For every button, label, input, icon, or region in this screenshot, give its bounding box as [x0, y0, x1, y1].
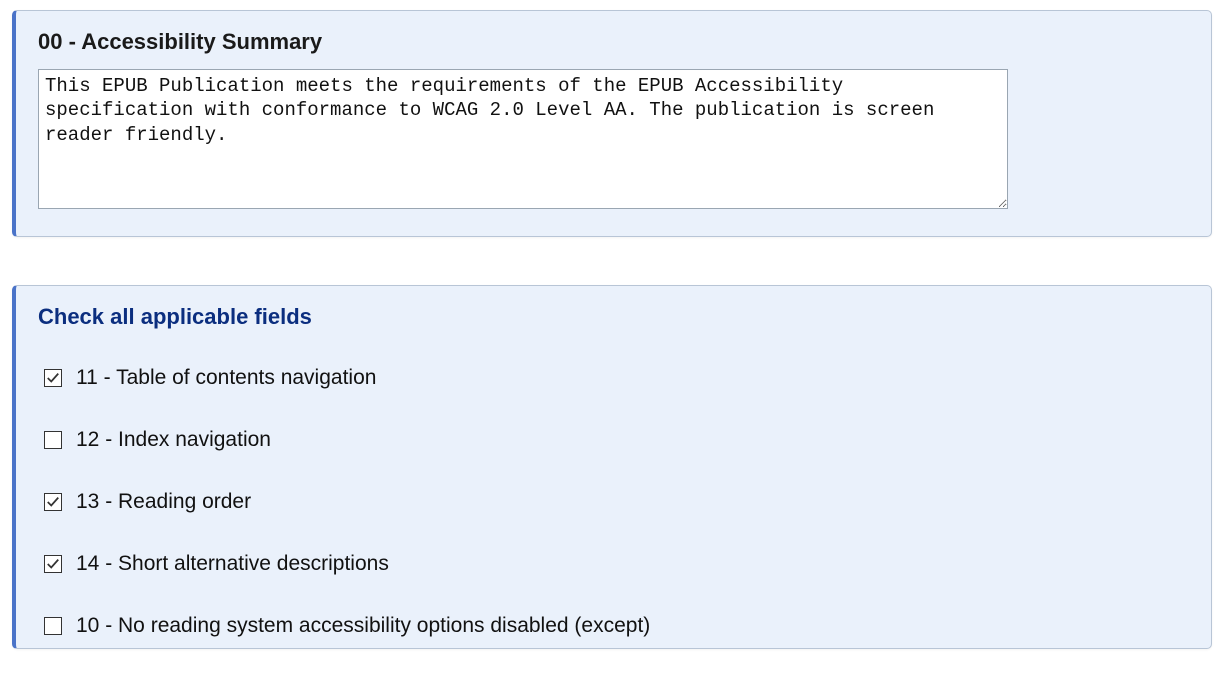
check-label[interactable]: 11 - Table of contents navigation [76, 366, 376, 390]
check-item: 14 - Short alternative descriptions [44, 552, 1189, 576]
checkbox[interactable] [44, 369, 62, 387]
check-label[interactable]: 12 - Index navigation [76, 428, 271, 452]
accessibility-summary-panel: 00 - Accessibility Summary [12, 10, 1212, 237]
check-label[interactable]: 14 - Short alternative descriptions [76, 552, 389, 576]
applicable-fields-list: 11 - Table of contents navigation 12 - In… [38, 366, 1189, 638]
checkbox[interactable] [44, 555, 62, 573]
check-item: 11 - Table of contents navigation [44, 366, 1189, 390]
check-label[interactable]: 13 - Reading order [76, 490, 251, 514]
accessibility-summary-textarea[interactable] [38, 69, 1008, 209]
check-label[interactable]: 10 - No reading system accessibility opt… [76, 614, 650, 638]
checkbox[interactable] [44, 431, 62, 449]
check-item: 12 - Index navigation [44, 428, 1189, 452]
applicable-fields-panel: Check all applicable fields 11 - Table o… [12, 285, 1212, 649]
checkbox[interactable] [44, 493, 62, 511]
checkbox[interactable] [44, 617, 62, 635]
check-item: 13 - Reading order [44, 490, 1189, 514]
check-item: 10 - No reading system accessibility opt… [44, 614, 1189, 638]
panel-title-summary: 00 - Accessibility Summary [38, 29, 1189, 55]
panel-title-fields: Check all applicable fields [38, 304, 1189, 330]
